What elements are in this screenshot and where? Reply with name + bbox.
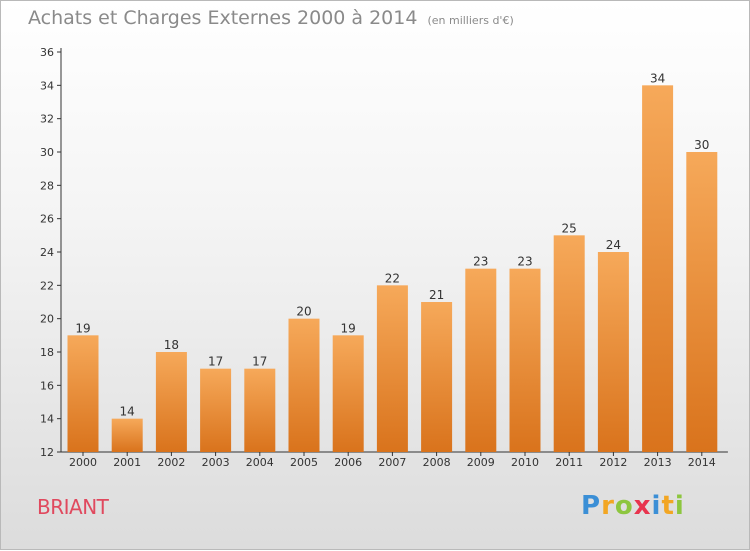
y-tick-label: 30 bbox=[40, 146, 54, 159]
bar-value-label: 19 bbox=[75, 321, 90, 335]
x-tick-label: 2003 bbox=[202, 456, 230, 469]
bar bbox=[67, 335, 99, 452]
bar-value-label: 34 bbox=[650, 71, 665, 85]
y-tick-label: 28 bbox=[40, 179, 54, 192]
bar-value-label: 23 bbox=[473, 255, 488, 269]
y-tick-label: 34 bbox=[40, 79, 54, 92]
logo-letter: o bbox=[614, 491, 634, 521]
x-tick-label: 2008 bbox=[423, 456, 451, 469]
x-tick-label: 2011 bbox=[555, 456, 583, 469]
y-tick-label: 36 bbox=[40, 46, 54, 59]
chart-subtitle: (en milliers d'€) bbox=[427, 14, 514, 27]
data-labels: 19 14 18 17 17 20 19 22 21 23 23 25 24 34 30 bbox=[75, 71, 709, 418]
bar-value-label: 25 bbox=[562, 221, 577, 235]
y-tick-label: 12 bbox=[40, 446, 54, 459]
x-tick-label: 2013 bbox=[644, 456, 672, 469]
x-tick-label: 2014 bbox=[688, 456, 716, 469]
logo-letter: x bbox=[633, 491, 652, 521]
y-tick-label: 18 bbox=[40, 346, 54, 359]
y-tick-label: 24 bbox=[40, 246, 54, 259]
x-tick-label: 2006 bbox=[334, 456, 362, 469]
chart-title: Achats et Charges Externes 2000 à 2014 (e… bbox=[28, 7, 514, 29]
bar-value-label: 21 bbox=[429, 288, 444, 302]
bar-value-label: 30 bbox=[694, 138, 709, 152]
bar bbox=[642, 85, 674, 452]
bar bbox=[465, 268, 497, 452]
bar bbox=[597, 252, 629, 452]
bar bbox=[288, 318, 320, 452]
y-tick-label: 22 bbox=[40, 279, 54, 292]
bars bbox=[67, 85, 718, 452]
logo-letter: i bbox=[651, 491, 662, 521]
bar bbox=[111, 418, 143, 452]
bar bbox=[332, 335, 364, 452]
x-tick-label: 2007 bbox=[378, 456, 406, 469]
bar-value-label: 17 bbox=[252, 355, 267, 369]
title-text: Achats et Charges Externes 2000 à 2014 bbox=[28, 7, 418, 29]
logo-letter: i bbox=[674, 491, 685, 521]
y-tick-label: 20 bbox=[40, 313, 54, 326]
logo-letter: P bbox=[581, 491, 602, 521]
bar-value-label: 14 bbox=[120, 405, 135, 419]
bar bbox=[421, 302, 453, 452]
x-tick-label: 2005 bbox=[290, 456, 318, 469]
x-tick-label: 2002 bbox=[157, 456, 185, 469]
bar bbox=[509, 268, 541, 452]
town-name: BRIANT bbox=[37, 495, 109, 519]
y-tick-label: 32 bbox=[40, 113, 54, 126]
x-tick-label: 2001 bbox=[113, 456, 141, 469]
bar bbox=[244, 368, 276, 452]
bar bbox=[376, 285, 408, 452]
x-tick-label: 2012 bbox=[599, 456, 627, 469]
y-tick-label: 26 bbox=[40, 213, 54, 226]
bar-value-label: 18 bbox=[164, 338, 179, 352]
proxiti-logo: Proxiti bbox=[581, 491, 685, 521]
bar-value-label: 20 bbox=[296, 305, 311, 319]
bar-value-label: 19 bbox=[341, 321, 356, 335]
y-tick-label: 16 bbox=[40, 379, 54, 392]
x-tick-label: 2004 bbox=[246, 456, 274, 469]
x-tick-label: 2010 bbox=[511, 456, 539, 469]
bar bbox=[155, 352, 187, 452]
bar-value-label: 23 bbox=[517, 255, 532, 269]
bar bbox=[553, 235, 585, 452]
bar bbox=[200, 368, 232, 452]
bar-value-label: 17 bbox=[208, 355, 223, 369]
logo-letter: t bbox=[661, 491, 675, 521]
y-tick-label: 14 bbox=[40, 413, 54, 426]
bar bbox=[686, 152, 718, 452]
logo-letter: r bbox=[601, 491, 615, 521]
x-tick-label: 2009 bbox=[467, 456, 495, 469]
bar-value-label: 24 bbox=[606, 238, 621, 252]
x-tick-label: 2000 bbox=[69, 456, 97, 469]
bar-value-label: 22 bbox=[385, 271, 400, 285]
